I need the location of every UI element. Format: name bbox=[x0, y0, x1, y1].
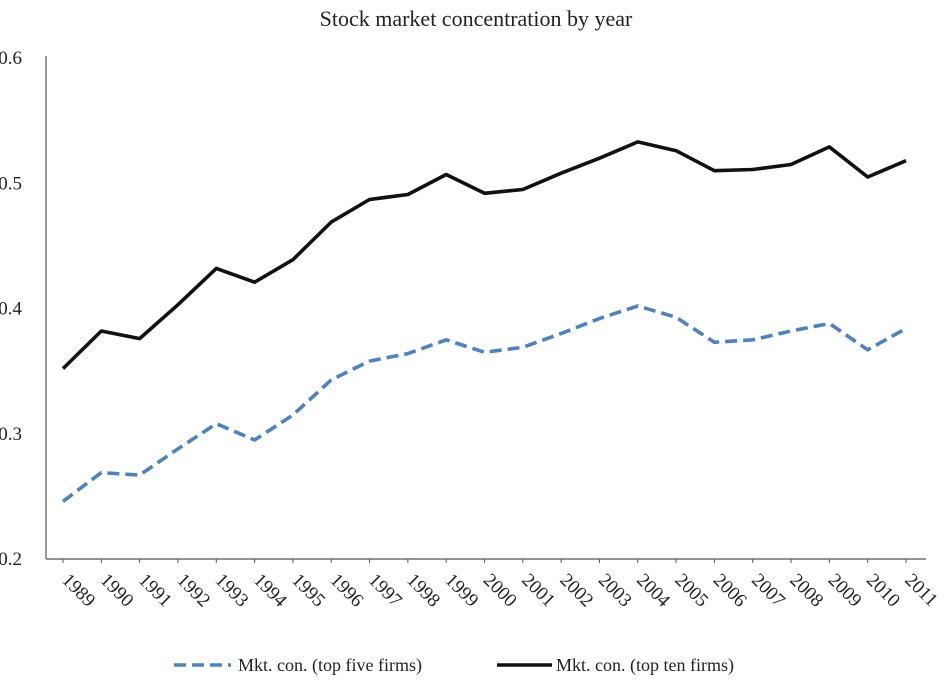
y-tick-label: 0.3 bbox=[0, 424, 22, 445]
data-point bbox=[253, 281, 256, 284]
series-lines bbox=[61, 140, 908, 503]
series-line-top-ten bbox=[61, 140, 907, 370]
data-point bbox=[100, 330, 103, 333]
data-point bbox=[62, 367, 65, 370]
data-point bbox=[675, 149, 678, 152]
data-point bbox=[905, 327, 908, 330]
data-point bbox=[368, 198, 371, 201]
chart-title: Stock market concentration by year bbox=[320, 6, 633, 31]
data-point bbox=[138, 474, 141, 477]
y-tick-label: 0.6 bbox=[0, 48, 22, 69]
y-tick-label: 0.5 bbox=[0, 173, 22, 194]
x-tick-label: 1994 bbox=[249, 570, 291, 612]
data-point bbox=[368, 360, 371, 363]
data-point bbox=[330, 221, 333, 224]
x-tick-label: 2004 bbox=[632, 570, 674, 612]
data-point bbox=[560, 172, 563, 175]
data-point bbox=[215, 422, 218, 425]
data-point bbox=[866, 175, 869, 178]
data-point bbox=[828, 145, 831, 148]
data-point bbox=[905, 159, 908, 162]
x-tick-label: 2008 bbox=[786, 570, 828, 612]
x-tick-label: 1999 bbox=[441, 570, 483, 612]
x-tick-label: 2011 bbox=[900, 570, 941, 611]
x-tick-label: 2001 bbox=[517, 570, 559, 612]
data-point bbox=[560, 332, 563, 335]
x-tick-label: 2007 bbox=[747, 570, 789, 612]
data-point bbox=[636, 140, 639, 143]
data-point bbox=[866, 348, 869, 351]
data-point bbox=[483, 351, 486, 354]
data-point bbox=[598, 157, 601, 160]
data-point bbox=[215, 267, 218, 270]
data-point bbox=[406, 352, 409, 355]
data-point bbox=[445, 338, 448, 341]
x-tick-label: 1996 bbox=[326, 570, 368, 612]
x-tick-label: 1993 bbox=[211, 570, 253, 612]
data-point bbox=[521, 346, 524, 349]
data-point bbox=[790, 163, 793, 166]
data-point bbox=[176, 447, 179, 450]
legend: Mkt. con. (top five firms) Mkt. con. (top… bbox=[174, 655, 734, 676]
data-point bbox=[598, 317, 601, 320]
y-tick-label: 0.4 bbox=[0, 299, 23, 320]
x-axis-ticks: 1989199019911992199319941995199619971998… bbox=[57, 559, 942, 612]
data-point bbox=[790, 330, 793, 333]
data-point bbox=[521, 188, 524, 191]
data-point bbox=[291, 258, 294, 261]
data-point bbox=[713, 169, 716, 172]
data-point bbox=[62, 500, 65, 503]
data-point bbox=[636, 304, 639, 307]
data-point bbox=[138, 337, 141, 340]
x-tick-label: 2009 bbox=[824, 570, 866, 612]
x-tick-label: 1998 bbox=[402, 570, 444, 612]
x-tick-label: 1995 bbox=[287, 570, 329, 612]
data-point bbox=[483, 192, 486, 195]
y-tick-label: 0.2 bbox=[0, 549, 22, 570]
data-point bbox=[291, 413, 294, 416]
data-point bbox=[330, 378, 333, 381]
data-point bbox=[675, 316, 678, 319]
data-point bbox=[445, 173, 448, 176]
data-point bbox=[253, 439, 256, 442]
legend-label: Mkt. con. (top five firms) bbox=[238, 655, 422, 676]
x-tick-label: 1989 bbox=[57, 570, 99, 612]
x-tick-label: 2002 bbox=[556, 570, 598, 612]
data-point bbox=[713, 341, 716, 344]
x-tick-label: 1997 bbox=[364, 570, 406, 612]
y-axis-ticks: 0.2 0.3 0.4 0.5 0.6 bbox=[0, 48, 23, 570]
data-point bbox=[751, 338, 754, 341]
data-point bbox=[406, 193, 409, 196]
x-tick-label: 2006 bbox=[709, 570, 751, 612]
x-tick-label: 2000 bbox=[479, 570, 521, 612]
x-tick-label: 2005 bbox=[671, 570, 713, 612]
axes bbox=[45, 56, 926, 560]
x-tick-label: 1990 bbox=[96, 570, 138, 612]
data-point bbox=[100, 471, 103, 474]
x-tick-label: 2010 bbox=[862, 570, 904, 612]
series-line-top-five bbox=[61, 304, 907, 503]
data-point bbox=[176, 303, 179, 306]
legend-label: Mkt. con. (top ten firms) bbox=[556, 655, 734, 676]
x-tick-label: 2003 bbox=[594, 570, 636, 612]
x-tick-label: 1992 bbox=[172, 570, 214, 612]
data-point bbox=[828, 322, 831, 325]
x-tick-label: 1991 bbox=[134, 570, 176, 612]
data-point bbox=[751, 168, 754, 171]
